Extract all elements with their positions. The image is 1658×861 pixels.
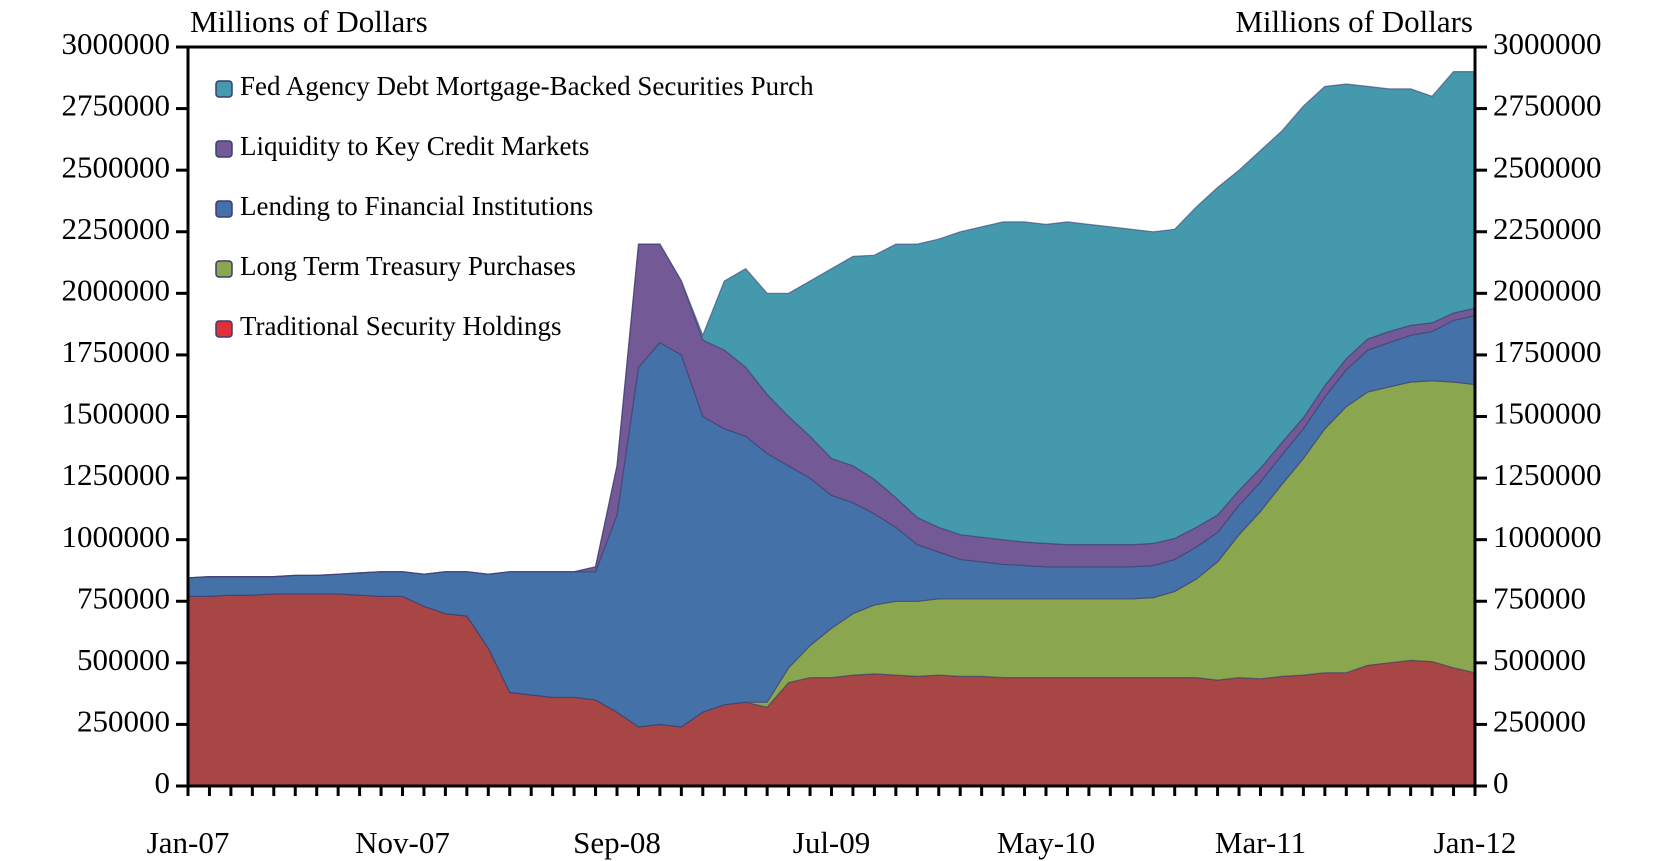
y-tick-label: 750000 — [77, 580, 170, 615]
y2-tick-label: 2500000 — [1493, 149, 1602, 184]
legend-swatch — [215, 200, 233, 218]
legend-label: Long Term Treasury Purchases — [240, 251, 576, 281]
x-tick-label: Mar-11 — [1215, 825, 1306, 860]
y2-tick-label: 1000000 — [1493, 519, 1602, 554]
y-tick-label: 2750000 — [62, 88, 171, 123]
legend-label: Traditional Security Holdings — [240, 311, 562, 341]
legend-label: Fed Agency Debt Mortgage-Backed Securiti… — [240, 71, 814, 101]
y-tick-label: 250000 — [77, 704, 170, 739]
y2-tick-label: 2750000 — [1493, 88, 1602, 123]
y2-tick-label: 500000 — [1493, 642, 1586, 677]
y2-tick-label: 2250000 — [1493, 211, 1602, 246]
y-tick-label: 1500000 — [62, 396, 171, 431]
x-tick-label: Jan-12 — [1434, 825, 1517, 860]
y-tick-label: 500000 — [77, 642, 170, 677]
y2-tick-label: 1750000 — [1493, 334, 1602, 369]
legend-label: Liquidity to Key Credit Markets — [240, 131, 589, 161]
legend-label: Lending to Financial Institutions — [240, 191, 593, 221]
y2-tick-label: 1500000 — [1493, 396, 1602, 431]
x-tick-label: May-10 — [997, 825, 1095, 860]
y-tick-label: 1000000 — [62, 519, 171, 554]
legend-swatch — [215, 260, 233, 278]
x-tick-label: Nov-07 — [355, 825, 450, 860]
y2-tick-label: 250000 — [1493, 704, 1586, 739]
y2-axis-label: Millions of Dollars — [1235, 4, 1473, 39]
y2-tick-label: 0 — [1493, 765, 1509, 800]
y2-tick-label: 1250000 — [1493, 457, 1602, 492]
y-tick-label: 2500000 — [62, 149, 171, 184]
legend-swatch — [215, 320, 233, 338]
y-tick-label: 1750000 — [62, 334, 171, 369]
y-tick-label: 0 — [155, 765, 171, 800]
y-tick-label: 1250000 — [62, 457, 171, 492]
x-tick-label: Jul-09 — [793, 825, 871, 860]
legend-swatch — [215, 140, 233, 158]
y2-tick-label: 2000000 — [1493, 272, 1602, 307]
legend-swatch — [215, 80, 233, 98]
y2-tick-label: 750000 — [1493, 580, 1586, 615]
y-tick-label: 2250000 — [62, 211, 171, 246]
y-tick-label: 2000000 — [62, 272, 171, 307]
x-tick-label: Sep-08 — [573, 825, 661, 860]
y-tick-label: 3000000 — [62, 26, 171, 61]
y2-tick-label: 3000000 — [1493, 26, 1602, 61]
x-tick-label: Jan-07 — [147, 825, 230, 860]
y-axis-label: Millions of Dollars — [190, 4, 428, 39]
